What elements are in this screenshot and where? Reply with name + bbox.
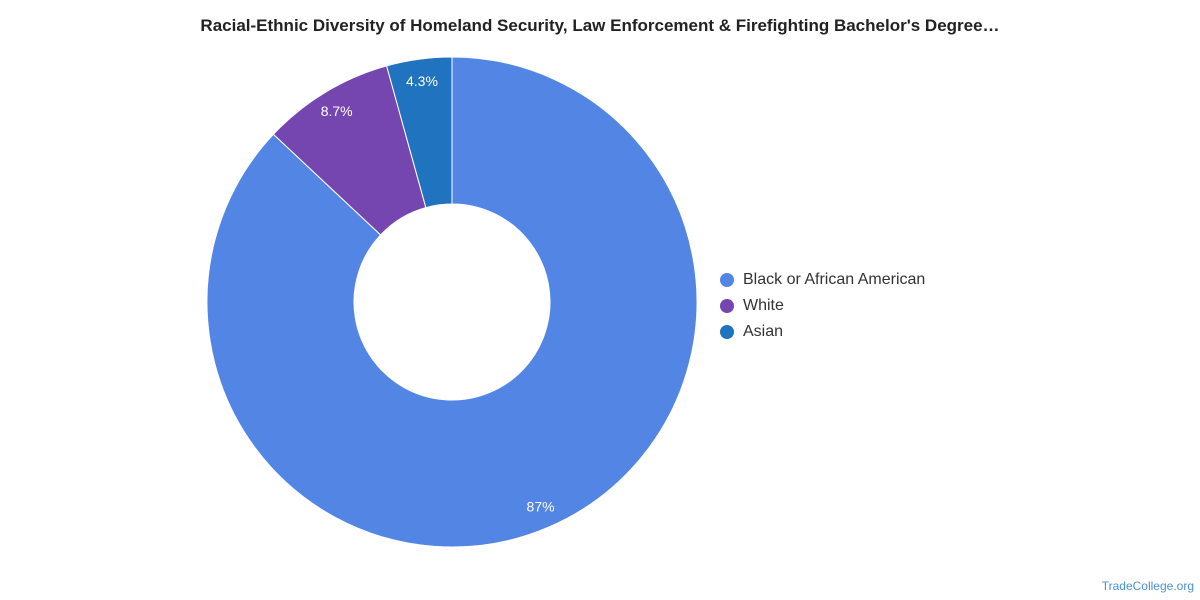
slice-data-label: 8.7% xyxy=(321,103,353,119)
legend-swatch-circle-icon xyxy=(720,273,734,287)
legend-swatch-circle-icon xyxy=(720,325,734,339)
donut-slice-black-or-african-american[interactable] xyxy=(206,56,698,548)
legend-item-white[interactable]: White xyxy=(720,293,925,319)
donut-slice-asian[interactable] xyxy=(385,56,453,209)
chart-title: Racial-Ethnic Diversity of Homeland Secu… xyxy=(200,16,1000,35)
slice-data-label: 87% xyxy=(527,499,555,515)
legend-label: White xyxy=(743,297,784,314)
legend-label: Black or African American xyxy=(743,271,926,288)
chart-legend: Black or African American White Asian xyxy=(720,267,925,345)
legend-label: Asian xyxy=(743,323,784,340)
legend-item-asian[interactable]: Asian xyxy=(720,319,925,345)
source-link[interactable]: TradeCollege.org xyxy=(1101,579,1194,593)
donut-slices xyxy=(206,56,698,548)
donut-labels: 87% 8.7% 4.3% xyxy=(321,73,555,515)
slice-data-label: 4.3% xyxy=(406,73,438,89)
legend-swatch-circle-icon xyxy=(720,299,734,313)
legend-item-black-or-african-american[interactable]: Black or African American xyxy=(720,267,925,293)
